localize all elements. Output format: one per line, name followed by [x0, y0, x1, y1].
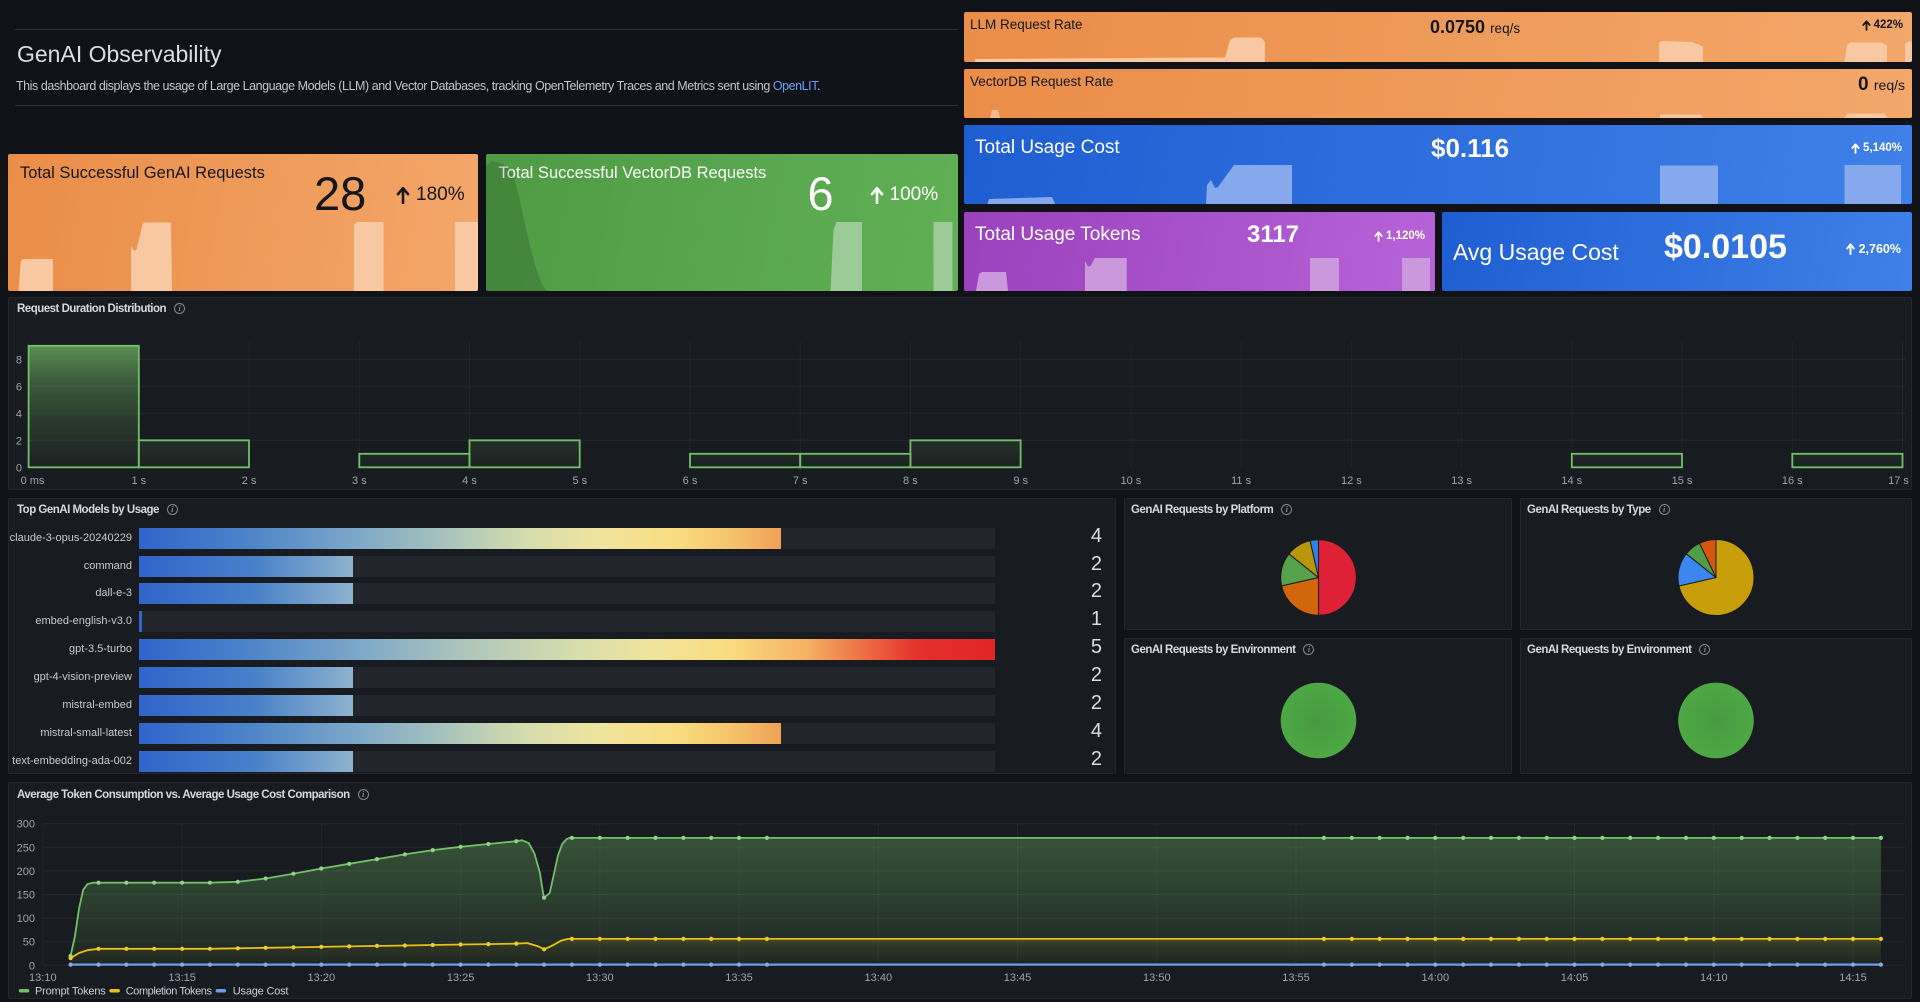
svg-text:200: 200: [17, 866, 35, 878]
svg-text:9 s: 9 s: [1013, 475, 1028, 487]
svg-text:10 s: 10 s: [1121, 475, 1142, 487]
svg-text:2 s: 2 s: [242, 475, 257, 487]
svg-text:16 s: 16 s: [1782, 475, 1803, 487]
svg-text:13:20: 13:20: [308, 972, 336, 984]
svg-text:50: 50: [23, 937, 35, 949]
svg-text:100: 100: [17, 913, 35, 925]
svg-text:13:45: 13:45: [1004, 972, 1032, 984]
svg-text:13:30: 13:30: [586, 972, 614, 984]
svg-text:Completion Tokens: Completion Tokens: [126, 986, 213, 998]
svg-text:13:10: 13:10: [29, 972, 57, 984]
svg-text:8: 8: [16, 354, 22, 366]
svg-text:0: 0: [29, 960, 35, 972]
svg-text:300: 300: [17, 819, 35, 831]
svg-text:0 ms: 0 ms: [21, 475, 45, 487]
svg-text:150: 150: [17, 890, 35, 902]
svg-text:14:15: 14:15: [1839, 972, 1867, 984]
svg-text:6 s: 6 s: [683, 475, 698, 487]
svg-text:15 s: 15 s: [1672, 475, 1693, 487]
svg-text:8 s: 8 s: [903, 475, 918, 487]
svg-text:250: 250: [17, 842, 35, 854]
svg-text:Usage Cost: Usage Cost: [233, 986, 289, 998]
svg-text:11 s: 11 s: [1231, 475, 1251, 487]
svg-text:13:55: 13:55: [1282, 972, 1310, 984]
svg-text:4 s: 4 s: [462, 475, 477, 487]
svg-text:13:15: 13:15: [168, 972, 196, 984]
svg-text:12 s: 12 s: [1341, 475, 1362, 487]
svg-text:14:10: 14:10: [1700, 972, 1728, 984]
svg-text:17 s: 17 s: [1888, 475, 1909, 487]
svg-text:13:25: 13:25: [447, 972, 475, 984]
svg-text:3 s: 3 s: [352, 475, 367, 487]
svg-text:2: 2: [16, 435, 22, 447]
svg-text:6: 6: [16, 381, 22, 393]
svg-text:13 s: 13 s: [1451, 475, 1472, 487]
svg-text:13:50: 13:50: [1143, 972, 1171, 984]
svg-text:Prompt Tokens: Prompt Tokens: [35, 986, 106, 998]
svg-text:14:00: 14:00: [1422, 972, 1450, 984]
svg-text:5 s: 5 s: [572, 475, 587, 487]
svg-text:1 s: 1 s: [131, 475, 146, 487]
svg-text:14:05: 14:05: [1561, 972, 1589, 984]
svg-text:4: 4: [16, 408, 22, 420]
svg-text:14 s: 14 s: [1561, 475, 1582, 487]
svg-text:13:35: 13:35: [725, 972, 753, 984]
svg-text:7 s: 7 s: [793, 475, 808, 487]
svg-text:13:40: 13:40: [865, 972, 893, 984]
svg-text:0: 0: [16, 462, 22, 474]
